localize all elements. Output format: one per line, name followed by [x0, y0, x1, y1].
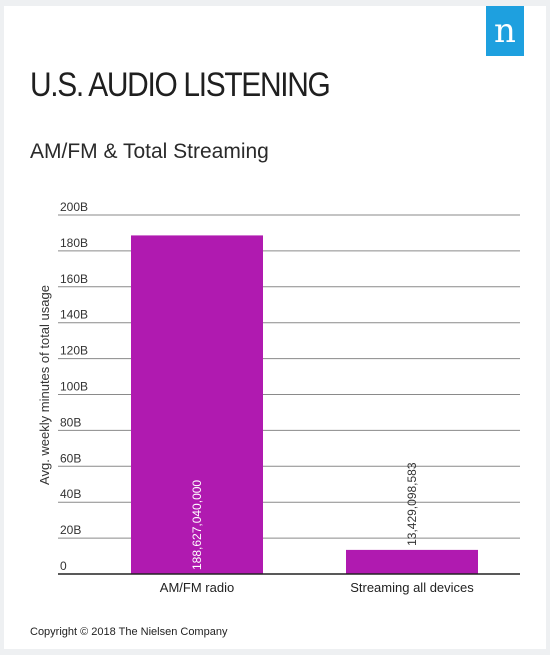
data-label: 188,627,040,000 [190, 480, 204, 570]
bars [131, 235, 478, 574]
category-labels: AM/FM radio Streaming all devices [160, 580, 474, 595]
chart-subtitle: AM/FM & Total Streaming [30, 140, 269, 163]
bar [346, 549, 478, 574]
y-tick-label: 120B [60, 344, 88, 358]
category-label: Streaming all devices [350, 580, 474, 595]
chart-card: n U.S. AUDIO LISTENING AM/FM & Total Str… [4, 6, 546, 649]
y-tick-label: 40B [60, 487, 81, 501]
y-axis-label: Avg. weekly minutes of total usage [37, 285, 52, 485]
y-tick-label: 60B [60, 451, 81, 465]
grid-lines [58, 214, 520, 539]
data-label: 13,429,098,583 [405, 462, 419, 546]
y-tick-label: 0 [60, 559, 67, 573]
page-title: U.S. AUDIO LISTENING [30, 66, 331, 104]
bar [131, 235, 263, 574]
copyright-text: Copyright © 2018 The Nielsen Company [30, 626, 228, 638]
y-tick-label: 200B [60, 200, 88, 214]
y-tick-label: 180B [60, 236, 88, 250]
y-tick-labels: 0 20B 40B 60B 80B 100B 120B 140B 160B 180B 200B [60, 200, 88, 573]
y-tick-label: 100B [60, 380, 88, 394]
y-tick-label: 140B [60, 308, 88, 322]
y-tick-label: 160B [60, 272, 88, 286]
nielsen-logo: n [486, 6, 524, 56]
y-tick-label: 20B [60, 523, 81, 537]
y-tick-label: 80B [60, 415, 81, 429]
category-label: AM/FM radio [160, 580, 234, 595]
data-labels: 188,627,040,000 13,429,098,583 [190, 462, 419, 570]
